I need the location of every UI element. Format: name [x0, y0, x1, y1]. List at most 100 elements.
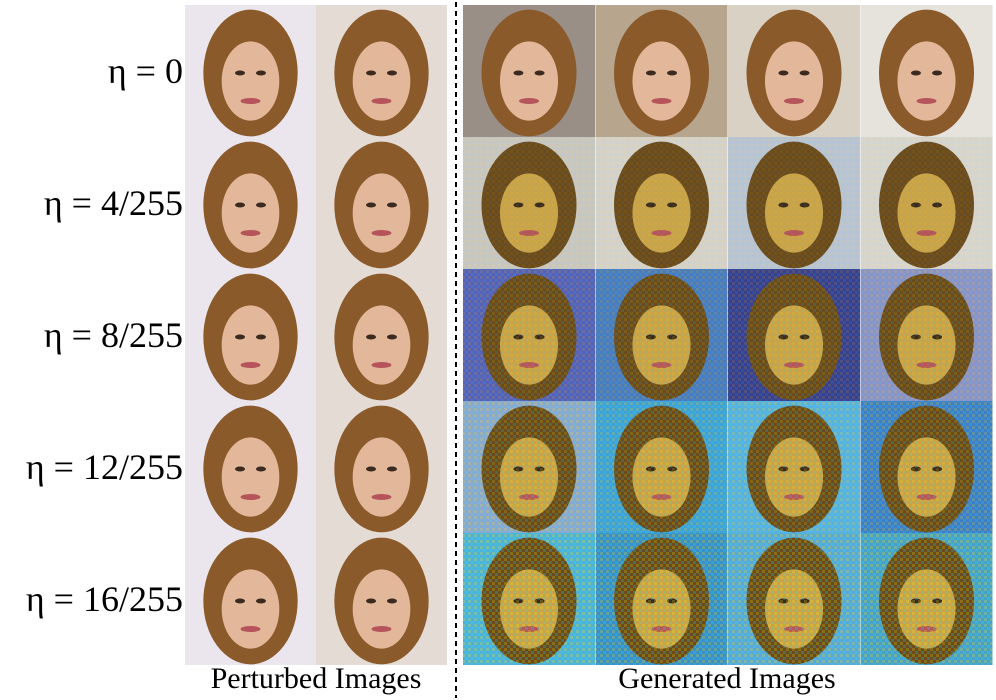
image [463, 269, 595, 401]
eye [513, 70, 524, 76]
eye [366, 466, 377, 472]
image [595, 401, 728, 533]
image [728, 533, 860, 665]
eye [235, 202, 246, 208]
eye [366, 202, 377, 208]
face [352, 569, 411, 649]
image [595, 5, 728, 137]
image [316, 137, 447, 269]
image [860, 401, 993, 533]
row-label: η = 8/255 [44, 315, 183, 355]
mouth [240, 98, 261, 104]
eye [386, 598, 397, 604]
mouth [240, 494, 261, 500]
mouth [371, 626, 392, 632]
noise-overlay [595, 401, 728, 533]
mouth [371, 98, 392, 104]
face [764, 41, 824, 121]
face [499, 41, 559, 121]
eye [235, 466, 246, 472]
image [728, 269, 860, 401]
eye [235, 70, 246, 76]
noise-overlay [463, 533, 595, 665]
face [897, 41, 956, 121]
image [463, 5, 595, 137]
face [352, 437, 411, 517]
image [860, 269, 993, 401]
image [316, 269, 447, 401]
face [221, 41, 280, 121]
mouth [371, 230, 392, 236]
noise-overlay [595, 533, 728, 665]
mouth [371, 362, 392, 368]
eye [932, 70, 943, 76]
image [185, 269, 316, 401]
mouth [916, 98, 937, 104]
caption-generated: Generated Images [618, 662, 835, 695]
eye [235, 334, 246, 340]
eye [255, 70, 266, 76]
image [463, 533, 595, 665]
image [316, 401, 447, 533]
eye [255, 334, 266, 340]
face [221, 569, 280, 649]
face [352, 41, 411, 121]
image [316, 533, 447, 665]
row-label: η = 16/255 [26, 579, 183, 619]
image [728, 137, 860, 269]
row-label: η = 4/255 [44, 183, 183, 223]
noise-overlay [463, 269, 595, 401]
noise-overlay [860, 533, 993, 665]
eye [534, 70, 545, 76]
mouth [240, 626, 261, 632]
face [221, 437, 280, 517]
noise-overlay [728, 401, 860, 533]
image [728, 401, 860, 533]
face [632, 41, 691, 121]
face [352, 305, 411, 385]
mouth [519, 98, 539, 104]
caption-perturbed: Perturbed Images [211, 662, 422, 695]
eye [645, 70, 656, 76]
image [185, 401, 316, 533]
image [860, 533, 993, 665]
eye [910, 70, 921, 76]
image [595, 137, 728, 269]
noise-overlay [463, 401, 595, 533]
mouth [240, 230, 261, 236]
noise-overlay [595, 137, 728, 269]
eye [235, 598, 246, 604]
face [352, 173, 411, 253]
mouth [371, 494, 392, 500]
image [316, 5, 447, 137]
mouth [784, 98, 804, 104]
eye [778, 70, 789, 76]
eye [255, 202, 266, 208]
noise-overlay [860, 269, 993, 401]
noise-overlay [728, 269, 860, 401]
eye [386, 202, 397, 208]
row-label: η = 12/255 [26, 447, 183, 487]
noise-overlay [463, 137, 595, 269]
image [185, 533, 316, 665]
noise-overlay [728, 137, 860, 269]
image [860, 137, 993, 269]
image [595, 533, 728, 665]
image [463, 137, 595, 269]
eye [386, 334, 397, 340]
eye [366, 70, 377, 76]
eye [366, 334, 377, 340]
eye [667, 70, 678, 76]
noise-overlay [860, 137, 993, 269]
image [728, 5, 860, 137]
face [221, 305, 280, 385]
image [463, 401, 595, 533]
eye [799, 70, 810, 76]
mouth [651, 98, 672, 104]
eye [255, 466, 266, 472]
image [185, 5, 316, 137]
image [860, 5, 993, 137]
noise-overlay [595, 269, 728, 401]
